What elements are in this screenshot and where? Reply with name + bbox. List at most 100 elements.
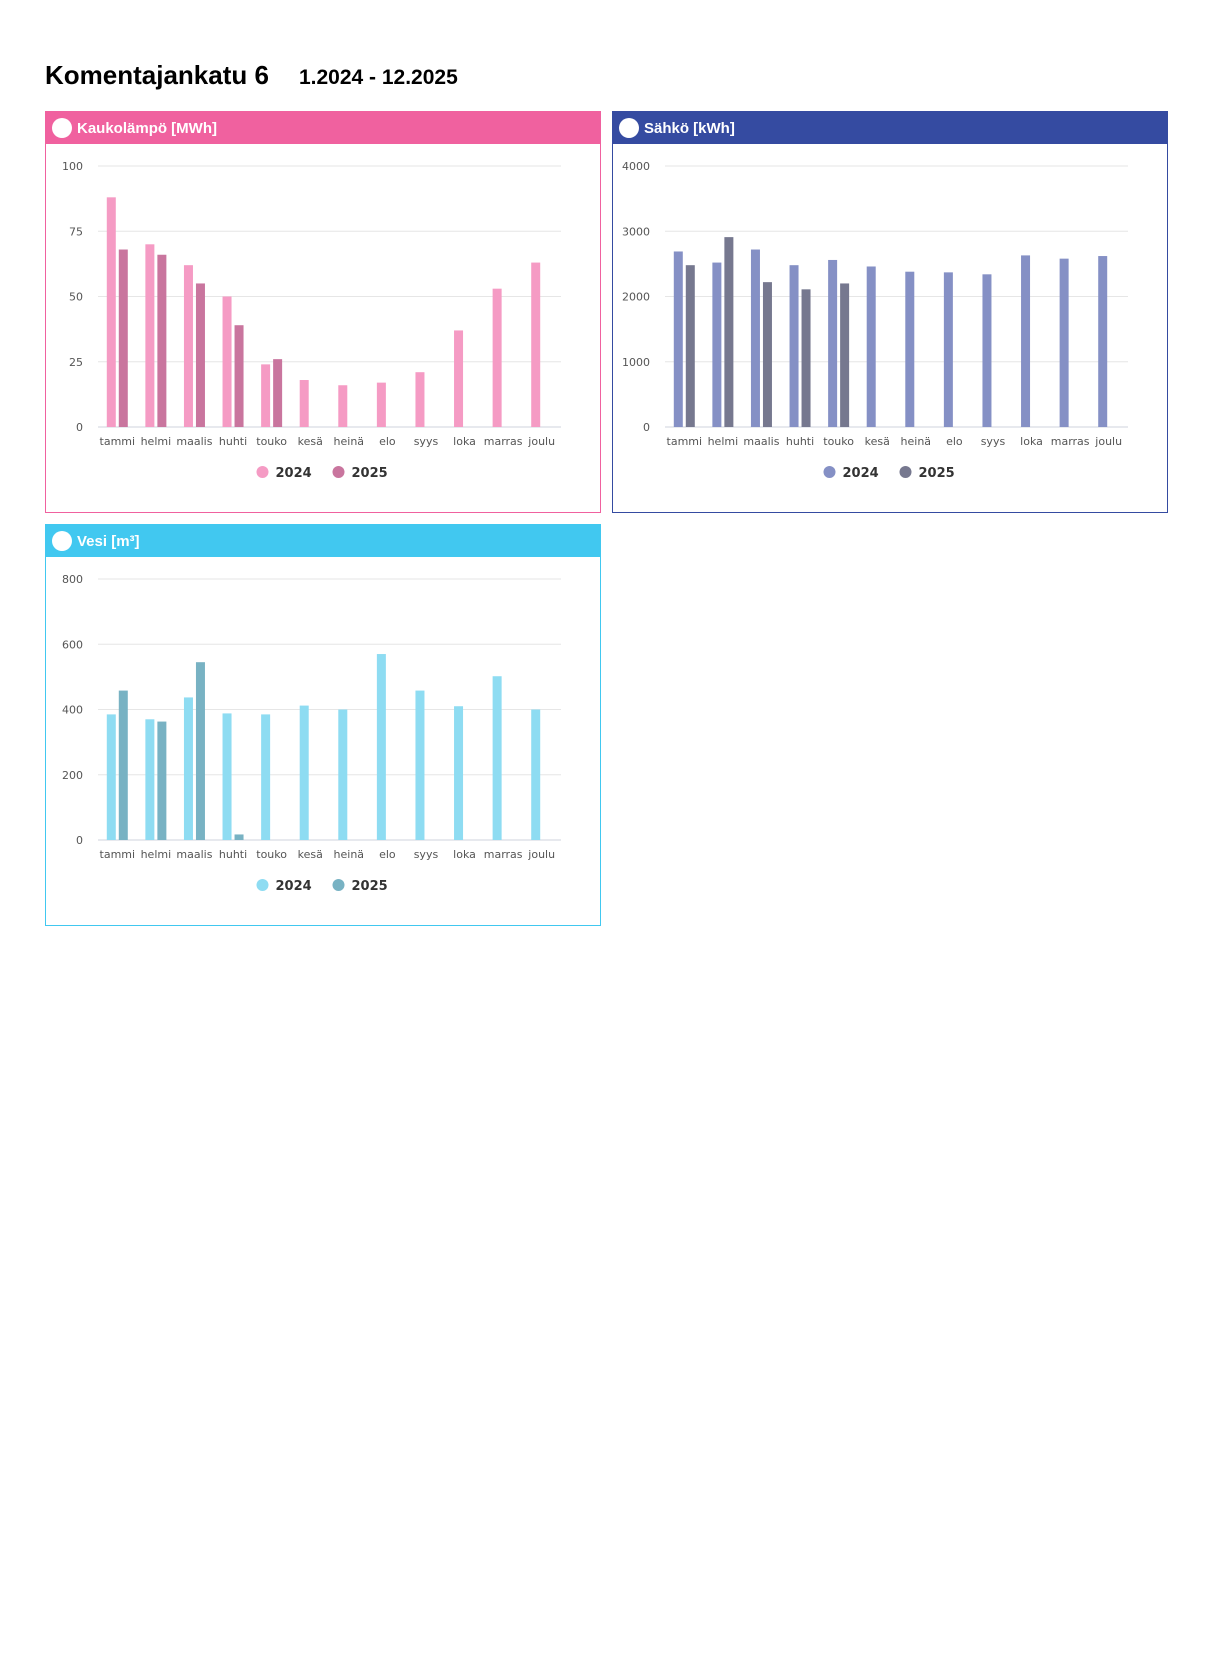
x-tick-label: elo — [379, 848, 396, 861]
circle-icon — [619, 118, 639, 138]
x-tick-label: elo — [379, 435, 396, 448]
panel-sahko: Sähkö [kWh] 0 1000 2000 3000 4000 tammi helmi m… — [612, 111, 1168, 513]
y-tick-label: 200 — [62, 769, 83, 782]
x-tick-label: syys — [414, 848, 439, 861]
bar-2025 — [685, 265, 695, 427]
x-tick-label: huhti — [219, 435, 247, 448]
page-period: 1.2024 - 12.2025 — [298, 66, 458, 89]
legend-marker — [332, 879, 345, 891]
legend-label: 2024 — [276, 879, 312, 894]
x-tick-label: huhti — [219, 848, 247, 861]
legend-marker — [332, 466, 345, 478]
legend-label: 2024 — [276, 466, 312, 481]
legend-marker — [256, 466, 269, 478]
y-tick-label: 4000 — [622, 160, 650, 173]
bar-2024 — [338, 385, 348, 427]
x-tick-label: marras — [1051, 435, 1090, 448]
x-tick-label: tammi — [100, 848, 136, 861]
panel-vesi: Vesi [m³] 0 200 400 600 800 tammi helmi maalis h… — [45, 524, 601, 926]
bar-2024 — [531, 709, 541, 840]
bar-2025 — [234, 834, 244, 840]
bar-2024 — [866, 266, 876, 427]
legend-label: 2025 — [919, 466, 955, 481]
panel-title: Vesi [m³] — [77, 532, 140, 550]
bar-2024 — [750, 249, 760, 427]
y-tick-label: 100 — [62, 160, 83, 173]
x-tick-label: elo — [946, 435, 963, 448]
x-tick-label: maalis — [176, 848, 212, 861]
bar-2024 — [415, 372, 425, 427]
bar-2025 — [118, 690, 128, 840]
legend-marker — [823, 466, 836, 478]
legend-marker — [256, 879, 269, 891]
bar-2024 — [531, 262, 541, 427]
x-tick-label: loka — [453, 848, 476, 861]
bar-2024 — [712, 262, 722, 427]
bar-2024 — [982, 274, 992, 427]
panel-header: Vesi [m³] — [46, 525, 600, 557]
x-tick-label: kesä — [298, 848, 323, 861]
x-tick-label: joulu — [1094, 435, 1122, 448]
panel-title: Sähkö [kWh] — [644, 119, 735, 137]
panel-kaukolampo: Kaukolämpö [MWh] 0 25 50 75 100 tammi helmi maa… — [45, 111, 601, 513]
circle-icon — [52, 118, 72, 138]
bar-2024 — [376, 382, 386, 427]
chart-sahko: 0 1000 2000 3000 4000 tammi helmi maalis huhti to… — [622, 160, 1128, 481]
bar-2025 — [762, 282, 772, 427]
x-tick-label: heinä — [901, 435, 932, 448]
bar-2024 — [376, 654, 386, 840]
y-tick-label: 75 — [69, 225, 83, 238]
bar-2024 — [145, 719, 155, 840]
x-tick-label: heinä — [334, 848, 365, 861]
bar-2024 — [183, 265, 193, 427]
panel-header: Kaukolämpö [MWh] — [46, 112, 600, 144]
y-tick-label: 400 — [62, 704, 83, 717]
x-tick-label: helmi — [141, 848, 172, 861]
bar-2024 — [222, 713, 232, 840]
bar-2024 — [106, 714, 116, 840]
x-tick-label: huhti — [786, 435, 814, 448]
x-tick-label: kesä — [298, 435, 323, 448]
y-tick-label: 800 — [62, 573, 83, 586]
bar-2025 — [157, 254, 167, 427]
bar-2024 — [106, 197, 116, 427]
x-tick-label: maalis — [176, 435, 212, 448]
x-tick-label: tammi — [100, 435, 136, 448]
bar-2025 — [840, 283, 850, 427]
bar-2024 — [261, 714, 271, 840]
x-tick-label: kesä — [865, 435, 890, 448]
y-tick-label: 600 — [62, 638, 83, 651]
chart-vesi: 0 200 400 600 800 tammi helmi maalis huhti touko k… — [62, 573, 561, 894]
page-header: Komentajankatu 6 1.2024 - 12.2025 — [45, 60, 458, 100]
x-tick-label: maalis — [743, 435, 779, 448]
y-tick-label: 0 — [76, 421, 83, 434]
y-tick-label: 25 — [69, 356, 83, 369]
x-tick-label: loka — [1020, 435, 1043, 448]
bar-2024 — [222, 296, 232, 427]
panel-title: Kaukolämpö [MWh] — [77, 119, 217, 137]
x-tick-label: marras — [484, 848, 523, 861]
x-tick-label: helmi — [141, 435, 172, 448]
bar-2025 — [273, 359, 283, 427]
bar-2024 — [415, 690, 425, 840]
bar-2025 — [724, 237, 734, 427]
circle-icon — [52, 531, 72, 551]
chart-kaukolampo: 0 25 50 75 100 tammi helmi maalis huhti touko kesä… — [62, 160, 561, 481]
x-tick-label: tammi — [667, 435, 703, 448]
x-tick-label: helmi — [708, 435, 739, 448]
bar-2024 — [789, 265, 799, 427]
page-title: Komentajankatu 6 — [45, 60, 269, 90]
bar-2024 — [261, 364, 271, 427]
bar-2025 — [801, 289, 811, 427]
x-tick-label: touko — [823, 435, 854, 448]
bar-2024 — [1021, 255, 1031, 427]
legend-label: 2025 — [352, 466, 388, 481]
bar-2024 — [943, 272, 953, 427]
y-tick-label: 3000 — [622, 225, 650, 238]
y-tick-label: 1000 — [622, 356, 650, 369]
bar-2025 — [195, 662, 205, 840]
x-tick-label: heinä — [334, 435, 365, 448]
bar-2025 — [195, 283, 205, 427]
bar-2024 — [338, 709, 348, 840]
bar-2025 — [234, 325, 244, 427]
